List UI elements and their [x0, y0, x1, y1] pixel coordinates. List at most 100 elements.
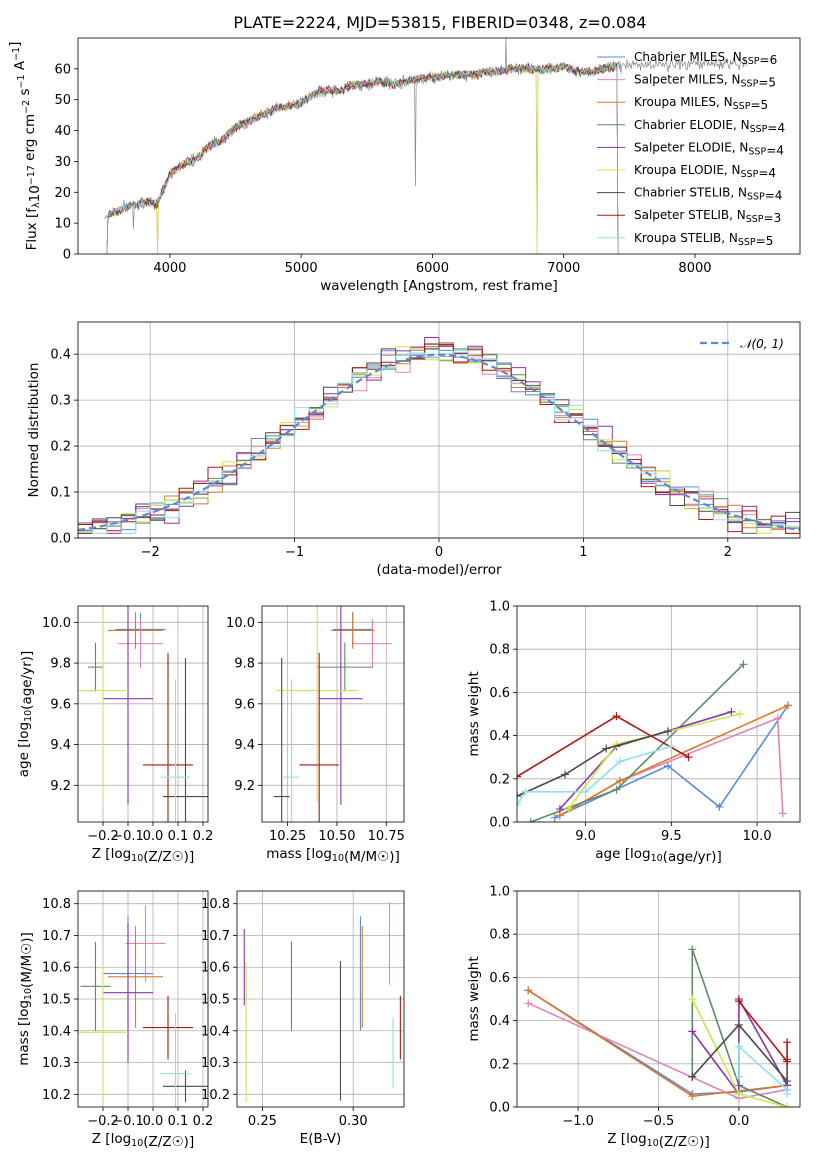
- age-vs-metallicity-panel: −0.2−0.10.0 0.1 0.2 9.2 9.4 9.6 9.8 10.0 Z [log1…: [16, 605, 213, 865]
- y-tick-label: 0.4: [489, 729, 510, 744]
- axes-frame: [77, 605, 209, 823]
- y-tick-label: 0: [63, 248, 71, 263]
- y-tick-label: 0.8: [489, 643, 510, 658]
- x-tick-label: 0.0: [143, 829, 164, 844]
- y-tick-label: 0.6: [489, 971, 510, 986]
- y-tick-label: 9.6: [50, 697, 71, 712]
- x-tick-label: 0.30: [339, 1114, 368, 1129]
- x-tick-label: −0.2: [87, 829, 119, 844]
- y-tick-label: 0.2: [489, 1057, 510, 1072]
- x-tick-label: −0.5: [643, 1114, 675, 1129]
- y-tick-label: 0.2: [50, 440, 71, 455]
- model-spectrum-line-6: [104, 61, 619, 254]
- plot-area: [273, 606, 393, 822]
- weight-point-marker: [773, 714, 782, 723]
- x-tick-label: 0.1: [168, 1114, 189, 1129]
- x-tick-label: 6000: [416, 261, 449, 276]
- y-tick-label: 10.2: [42, 1088, 71, 1103]
- y-tick-label: 9.8: [234, 657, 255, 672]
- weight-point-marker: [778, 809, 787, 818]
- weight-point-marker: [612, 712, 621, 721]
- y-tick-label: 10.8: [42, 897, 71, 912]
- mass-weight-vs-age-panel: 9.0 9.5 10.0 0.0 0.2 0.4 0.6 0.8 1.0 age [log10(a…: [466, 600, 801, 865]
- weight-point-marker: [561, 770, 570, 779]
- axes-frame: [261, 605, 405, 823]
- x-axis-label: age [log10(age/yr)]: [595, 846, 721, 865]
- model-spectrum-line-3: [104, 62, 619, 254]
- y-tick-label: 1.0: [489, 885, 510, 900]
- weight-point-marker: [526, 818, 535, 822]
- weight-line-6: [567, 713, 741, 810]
- residual-histogram-8: [78, 343, 800, 534]
- x-axis-label: E(B-V): [300, 1131, 342, 1147]
- weight-point-marker: [688, 1092, 697, 1101]
- y-tick-label: 10.5: [42, 993, 71, 1008]
- weight-line-7: [517, 730, 669, 797]
- weight-point-marker: [783, 1103, 792, 1107]
- model-spectrum-line-4: [104, 62, 619, 254]
- y-tick-label: 10.6: [42, 961, 71, 976]
- weight-point-marker: [663, 727, 672, 736]
- y-tick-label: 10.4: [201, 1024, 230, 1039]
- plot-area: [517, 660, 792, 822]
- plot-area: [78, 606, 208, 822]
- plot-area: [78, 337, 800, 534]
- y-tick-label: 10.0: [42, 616, 71, 631]
- x-axis-label: Z [log10(Z/Z☉)]: [607, 1131, 709, 1150]
- weight-line-1: [527, 989, 788, 1095]
- x-tick-label: 0.0: [143, 1114, 164, 1129]
- x-tick-label: 10.50: [318, 829, 355, 844]
- y-tick-label: 0.0: [50, 532, 71, 547]
- spectrum-title: PLATE=2224, MJD=53815, FIBERID=0348, z=0…: [233, 13, 646, 32]
- x-axis-label: Z [log10(Z/Z☉)]: [92, 846, 194, 865]
- weight-point-marker: [602, 744, 611, 753]
- weight-point-marker: [550, 813, 559, 822]
- weight-point-marker: [517, 792, 521, 801]
- x-tick-label: 0.2: [193, 1114, 214, 1129]
- x-tick-label: −0.2: [87, 1114, 119, 1129]
- legend-label: Chabrier STELIB, NSSP=4: [634, 186, 782, 203]
- y-tick-label: 10.0: [226, 616, 255, 631]
- weight-point-marker: [517, 772, 521, 781]
- legend-label: Chabrier ELODIE, NSSP=4: [634, 118, 785, 135]
- y-tick-label: 10.7: [42, 929, 71, 944]
- plot-area: [78, 905, 208, 1107]
- weight-point-marker: [663, 761, 672, 770]
- weight-point-marker: [783, 701, 792, 710]
- x-axis-label: (data-model)/error: [376, 562, 502, 578]
- y-tick-label: 1.0: [489, 600, 510, 615]
- legend-label: Chabrier MILES, NSSP=6: [634, 50, 777, 67]
- weight-point-marker: [688, 1072, 697, 1081]
- model-spectrum-line-8: [104, 62, 619, 254]
- weight-point-marker: [783, 1077, 792, 1086]
- y-tick-label: 0.4: [50, 348, 71, 363]
- legend-label: Salpeter STELIB, NSSP=3: [634, 208, 781, 225]
- weight-point-marker: [735, 710, 744, 718]
- weight-point-marker: [734, 1042, 743, 1051]
- y-tick-label: 0.0: [489, 816, 510, 831]
- weight-point-marker: [615, 776, 624, 785]
- mass-vs-metallicity-panel: −0.2−0.10.0 0.1 0.2 10.2 10.3 10.4 10.5 10.6 10.…: [16, 890, 214, 1150]
- y-axis-label: mass weight: [466, 956, 482, 1041]
- weight-line-4: [691, 949, 788, 1107]
- weight-point-marker: [524, 999, 533, 1008]
- weight-point-marker: [581, 787, 590, 796]
- y-axis-label: mass [log10(M/M☉)]: [16, 932, 35, 1066]
- legend-label: 𝒩(0, 1): [740, 337, 784, 351]
- x-tick-label: 4000: [153, 261, 186, 276]
- y-tick-label: 0.2: [489, 772, 510, 787]
- y-tick-label: 0.3: [50, 394, 71, 409]
- axes-frame: [236, 890, 405, 1108]
- weight-line-2: [527, 1002, 788, 1100]
- y-tick-label: 9.6: [234, 697, 255, 712]
- y-tick-label: 10.4: [42, 1024, 71, 1039]
- x-tick-label: 0.0: [729, 1114, 750, 1129]
- legend-label: Kroupa ELODIE, NSSP=4: [634, 163, 776, 180]
- y-tick-label: 9.8: [50, 657, 71, 672]
- y-tick-label: 10.5: [201, 993, 230, 1008]
- weight-point-marker: [727, 707, 736, 716]
- x-axis-label: Z [log10(Z/Z☉)]: [92, 1131, 194, 1150]
- model-spectrum-line-9: [104, 61, 619, 254]
- y-tick-label: 9.2: [50, 779, 71, 794]
